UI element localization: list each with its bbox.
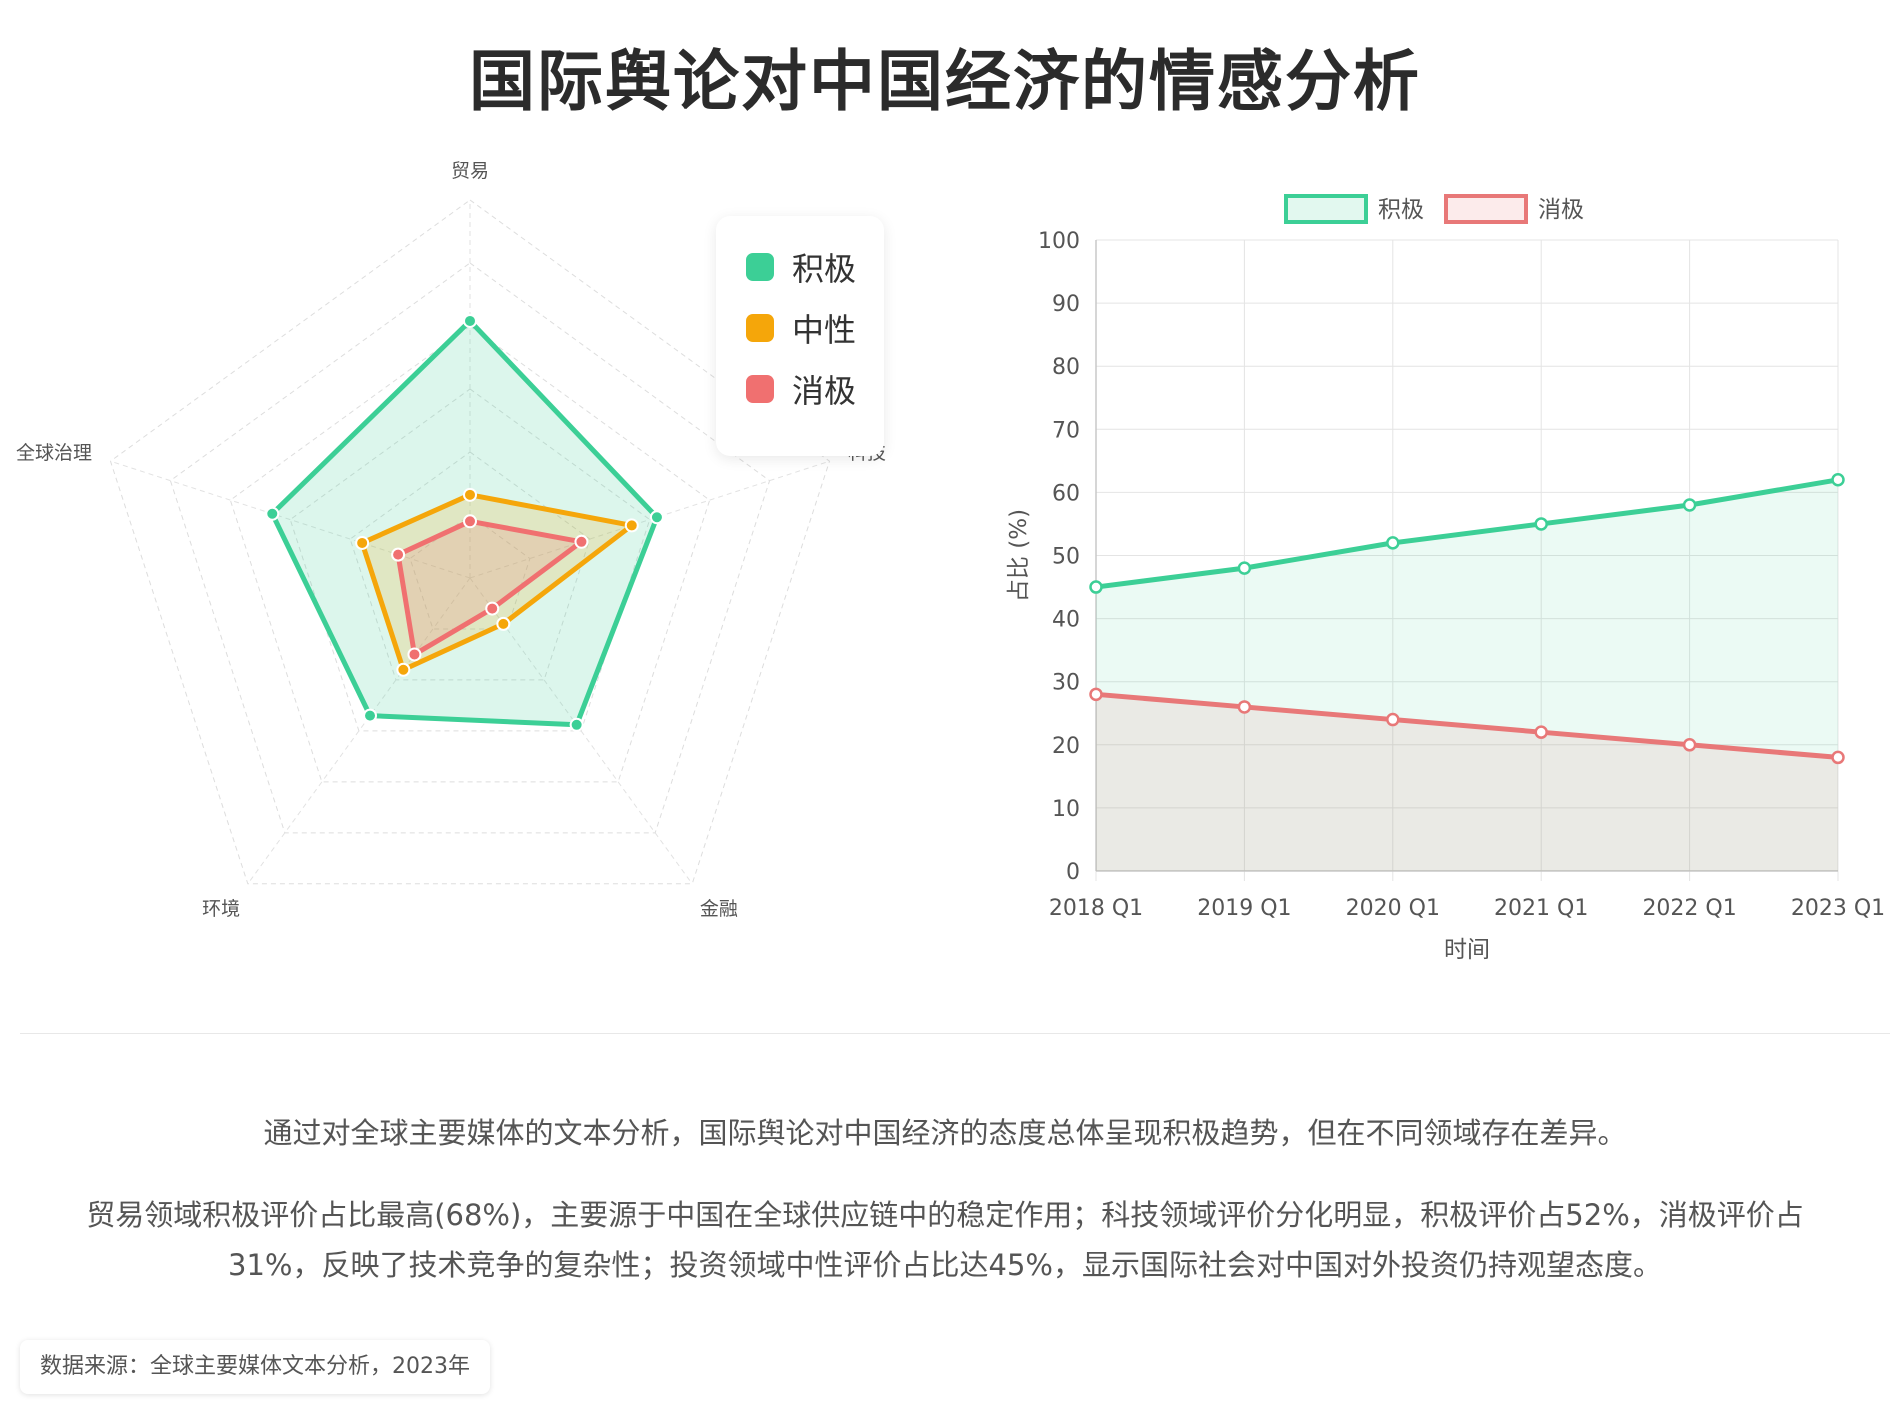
legend-item-negative[interactable]: 消极 <box>746 369 857 410</box>
line-legend-label-0: 积极 <box>1378 197 1424 223</box>
line-legend-swatch-1 <box>1444 194 1528 224</box>
line-point <box>1831 473 1845 487</box>
line-x-tick: 2021 Q1 <box>1494 896 1588 921</box>
legend-swatch-positive <box>746 253 774 281</box>
legend-label-positive: 积极 <box>792 250 857 288</box>
line-point <box>1534 725 1548 739</box>
line-area-0 <box>1096 479 1838 871</box>
line-y-tick: 70 <box>1052 418 1080 443</box>
legend-swatch-neutral <box>746 314 774 342</box>
radar-point <box>463 313 477 328</box>
line-point <box>1237 700 1252 714</box>
radar-point <box>265 506 280 521</box>
line-y-tick: 90 <box>1052 292 1080 317</box>
line-x-tick: 2023 Q1 <box>1791 896 1885 921</box>
line-y-tick: 10 <box>1052 797 1080 822</box>
line-series-0 <box>1095 477 1839 590</box>
line-y-tick: 0 <box>1066 860 1080 885</box>
radar-point <box>463 514 477 529</box>
line-y-tick: 50 <box>1052 545 1080 570</box>
line-point <box>1534 517 1548 531</box>
radar-point <box>485 601 500 616</box>
legend-item-neutral[interactable]: 中性 <box>746 308 857 349</box>
radar-point <box>363 708 378 723</box>
radar-point <box>624 518 639 533</box>
legend-item-positive[interactable]: 积极 <box>746 247 857 288</box>
radar-point <box>407 647 422 662</box>
radar-point <box>496 616 511 631</box>
radar-point <box>355 535 370 550</box>
line-x-axis-label: 时间 <box>1444 937 1490 963</box>
radar-series-2 <box>395 518 584 657</box>
radar-spoke <box>247 577 471 885</box>
line-x-tick: 2018 Q1 <box>1049 896 1143 921</box>
radar-grid-ring <box>349 451 591 681</box>
summary-line-2: 贸易领域积极评价占比最高(68%)，主要源于中国在全球供应链中的稳定作用；科技领… <box>86 1198 1804 1282</box>
radar-legend: 积极 中性 消极 <box>716 216 884 456</box>
section-divider <box>20 1033 1890 1034</box>
line-legend-swatch-0 <box>1284 194 1368 224</box>
line-y-tick: 40 <box>1052 608 1080 633</box>
radar-point <box>391 547 406 562</box>
line-x-tick: 2022 Q1 <box>1642 896 1736 921</box>
line-x-tick: 2020 Q1 <box>1346 896 1440 921</box>
radar-axis-label: 金融 <box>700 898 738 920</box>
line-chart: 0 10 20 30 40 50 60 70 80 90 100 2018 Q1 2019 Q1 2020… <box>1006 194 1885 963</box>
line-point <box>1237 561 1252 575</box>
radar-chart: 贸易科技金融环境全球治理 <box>16 160 886 920</box>
line-y-tick: 20 <box>1052 734 1080 759</box>
line-point <box>1682 738 1697 752</box>
data-source: 数据来源：全球主要媒体文本分析，2023年 <box>20 1340 490 1394</box>
radar-point <box>649 510 664 525</box>
radar-axis-label: 全球治理 <box>16 442 92 464</box>
line-y-tick: 100 <box>1038 229 1080 254</box>
radar-point <box>574 534 589 549</box>
legend-label-negative: 消极 <box>792 372 857 410</box>
radar-grid-ring <box>229 325 711 783</box>
line-point <box>1089 687 1103 702</box>
line-x-tick: 2019 Q1 <box>1197 896 1291 921</box>
line-y-axis-label: 占比 (%) <box>1006 509 1032 602</box>
radar-point <box>396 662 411 677</box>
radar-grid-ring <box>409 514 531 630</box>
radar-point <box>569 717 584 732</box>
radar-point <box>463 487 477 502</box>
summary-line-1: 通过对全球主要媒体的文本分析，国际舆论对中国经济的态度总体呈现积极趋势，但在不同… <box>263 1116 1627 1150</box>
line-y-tick: 30 <box>1052 671 1080 696</box>
radar-axis-label: 环境 <box>202 898 240 920</box>
line-point <box>1682 498 1697 512</box>
line-point <box>1089 580 1103 594</box>
line-y-tick: 60 <box>1052 481 1080 506</box>
line-y-tick: 80 <box>1052 355 1080 380</box>
line-legend-label-1: 消极 <box>1538 197 1584 223</box>
line-point <box>1386 712 1400 727</box>
legend-swatch-negative <box>746 375 774 403</box>
line-area-1 <box>1096 694 1838 871</box>
radar-axis-label: 贸易 <box>451 160 489 182</box>
line-point <box>1386 536 1400 550</box>
line-series-1 <box>1095 691 1839 760</box>
legend-label-neutral: 中性 <box>792 311 857 349</box>
line-point <box>1831 750 1845 765</box>
page-title: 国际舆论对中国经济的情感分析 <box>469 43 1421 120</box>
